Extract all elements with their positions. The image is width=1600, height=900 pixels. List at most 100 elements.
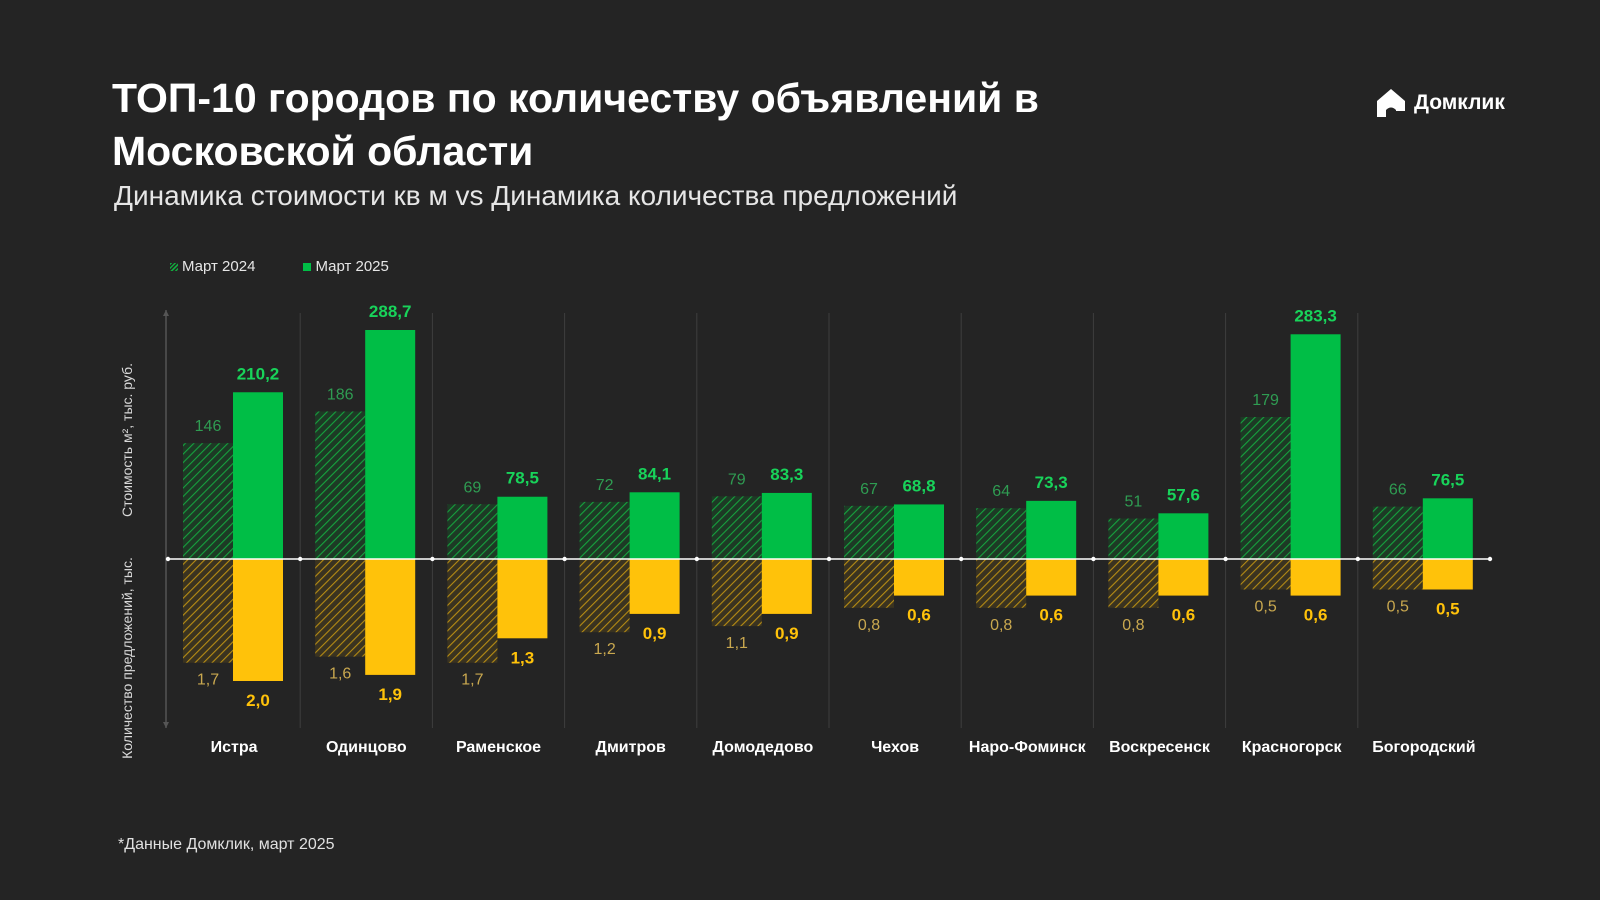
- x-axis-tick: [1487, 556, 1493, 562]
- category-label: Богородский: [1372, 739, 1475, 756]
- bar-listings-2025: [365, 559, 416, 675]
- x-axis-tick: [298, 556, 303, 562]
- bar-price-2025: [1422, 498, 1473, 559]
- legend-swatch-2024: [170, 262, 178, 271]
- bar-listings-2024: [1108, 559, 1159, 608]
- x-axis-tick: [1091, 556, 1096, 562]
- data-label-price-2024: 66: [1389, 482, 1407, 499]
- data-label-listings-2024: 0,8: [858, 617, 880, 634]
- bar-price-2024: [315, 411, 366, 559]
- data-label-price-2024: 51: [1125, 494, 1143, 511]
- data-label-price-2025: 84,1: [638, 464, 671, 483]
- data-label-price-2025: 76,5: [1431, 470, 1464, 489]
- bar-price-2024: [183, 443, 233, 559]
- bar-listings-2025: [761, 559, 812, 614]
- brand-logo: Домклик: [1374, 84, 1505, 122]
- legend-swatch-2025: [303, 262, 312, 271]
- x-axis-tick: [959, 556, 964, 562]
- bar-price-2025: [1026, 500, 1077, 559]
- x-axis-tick: [562, 556, 567, 562]
- bar-listings-2024: [183, 559, 233, 663]
- bar-listings-2025: [1422, 559, 1473, 590]
- data-label-price-2024: 69: [464, 479, 482, 496]
- house-logo-icon: [1377, 89, 1405, 117]
- data-label-listings-2024: 1,6: [329, 666, 351, 683]
- legend-item-2025: Март 2025: [303, 258, 389, 275]
- bar-price-2025: [233, 392, 283, 559]
- x-axis-tick: [826, 556, 832, 562]
- bar-price-2024: [1108, 518, 1159, 559]
- data-label-listings-2025: 1,3: [511, 648, 535, 667]
- x-axis-tick: [165, 556, 171, 562]
- data-label-price-2025: 68,8: [902, 476, 935, 495]
- bar-price-2024: [844, 505, 894, 559]
- data-label-listings-2025: 0,6: [1304, 606, 1328, 625]
- data-label-listings-2024: 0,8: [990, 617, 1012, 634]
- bar-price-2025: [497, 496, 548, 559]
- data-label-price-2025: 288,7: [369, 302, 412, 321]
- category-label: Дмитров: [596, 739, 666, 756]
- bar-price-2024: [976, 508, 1027, 559]
- category-label: Истра: [211, 739, 258, 756]
- bar-price-2024: [447, 504, 498, 559]
- data-label-listings-2025: 0,6: [1039, 606, 1063, 625]
- data-label-price-2024: 64: [992, 483, 1010, 500]
- x-axis-tick: [1355, 556, 1361, 562]
- data-label-price-2024: 72: [596, 477, 614, 494]
- data-label-listings-2025: 2,0: [246, 691, 270, 710]
- data-label-listings-2025: 0,6: [907, 606, 931, 625]
- data-label-price-2025: 57,6: [1167, 485, 1200, 504]
- legend-item-2024: Март 2024: [170, 258, 255, 275]
- bar-listings-2025: [629, 559, 680, 614]
- bar-listings-2024: [1372, 559, 1423, 590]
- bar-price-2024: [579, 501, 630, 559]
- data-label-price-2024: 67: [860, 481, 878, 498]
- page-subtitle: Динамика стоимости кв м vs Динамика коли…: [114, 180, 958, 211]
- data-label-listings-2025: 0,9: [775, 624, 799, 643]
- data-label-price-2025: 73,3: [1035, 473, 1068, 492]
- data-label-listings-2024: 1,7: [461, 672, 483, 689]
- footnote: *Данные Домклик, март 2025: [118, 836, 335, 853]
- category-label: Чехов: [871, 739, 919, 756]
- x-axis-tick: [694, 556, 699, 562]
- category-label: Красногорск: [1242, 739, 1343, 756]
- data-label-listings-2024: 1,7: [197, 672, 219, 689]
- bar-listings-2025: [1026, 559, 1077, 596]
- bar-listings-2024: [1240, 559, 1291, 590]
- bar-price-2024: [711, 496, 762, 559]
- bar-listings-2025: [1158, 559, 1209, 596]
- legend-label-2025: Март 2025: [315, 258, 389, 275]
- data-label-listings-2025: 1,9: [378, 685, 402, 704]
- bar-price-2024: [1240, 417, 1291, 559]
- data-label-price-2024: 79: [728, 471, 746, 488]
- bar-listings-2024: [579, 559, 630, 633]
- data-label-listings-2024: 1,1: [726, 635, 748, 652]
- x-axis-tick: [1223, 556, 1228, 562]
- data-label-listings-2025: 0,9: [643, 624, 667, 643]
- bar-listings-2024: [711, 559, 762, 627]
- bar-listings-2025: [894, 559, 944, 596]
- data-label-listings-2024: 0,8: [1122, 617, 1144, 634]
- legend-label-2024: Март 2024: [182, 258, 256, 275]
- bar-listings-2024: [447, 559, 498, 663]
- data-label-listings-2025: 0,5: [1436, 600, 1460, 619]
- bar-listings-2024: [976, 559, 1027, 608]
- data-label-price-2024: 179: [1252, 392, 1279, 409]
- chart-legend: Март 2024 Март 2025: [170, 258, 437, 275]
- data-label-price-2025: 83,3: [770, 465, 803, 484]
- data-label-price-2024: 146: [195, 418, 222, 435]
- bar-listings-2025: [1290, 559, 1341, 596]
- bar-listings-2024: [844, 559, 894, 608]
- data-label-listings-2024: 0,5: [1387, 599, 1409, 616]
- data-label-listings-2024: 0,5: [1254, 599, 1276, 616]
- bar-price-2025: [629, 492, 680, 559]
- bar-listings-2025: [233, 559, 283, 681]
- category-label: Одинцово: [326, 739, 407, 756]
- data-label-price-2025: 283,3: [1294, 306, 1337, 325]
- data-label-price-2024: 186: [327, 386, 354, 403]
- logo-text: Домклик: [1414, 91, 1505, 114]
- data-label-price-2025: 210,2: [237, 364, 280, 383]
- data-label-listings-2024: 1,2: [593, 641, 615, 658]
- category-label: Раменское: [456, 739, 541, 756]
